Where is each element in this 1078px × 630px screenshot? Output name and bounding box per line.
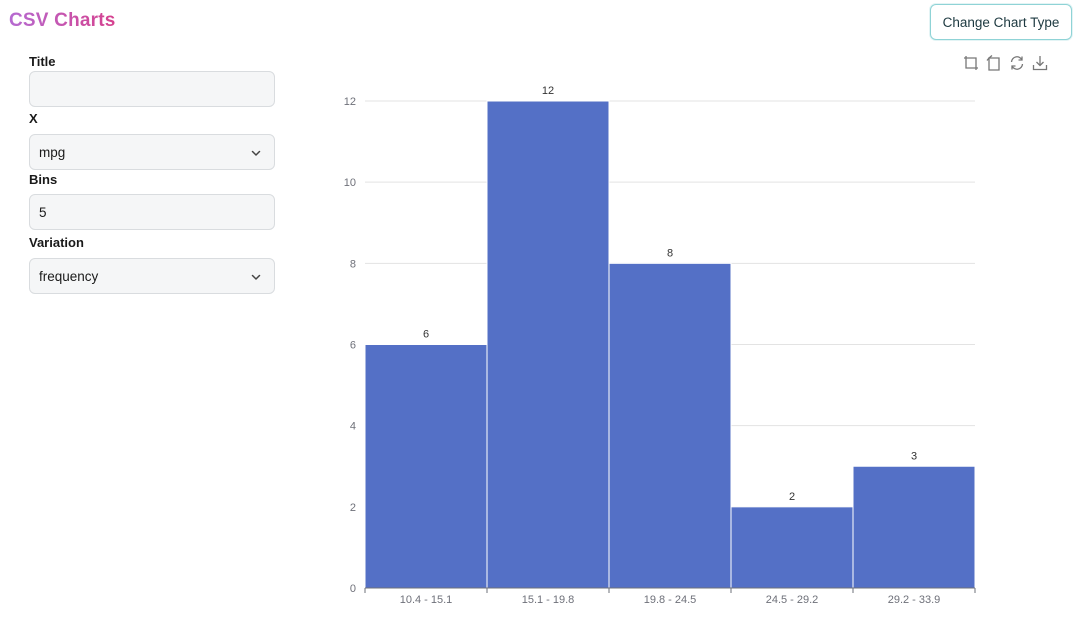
histogram-bar xyxy=(852,465,976,589)
x-select[interactable]: mpg xyxy=(29,134,275,170)
variation-select-value: frequency xyxy=(39,268,99,284)
variation-select[interactable]: frequency xyxy=(29,258,275,294)
histogram-bar xyxy=(364,344,488,589)
download-icon[interactable] xyxy=(1031,54,1049,72)
x-label: X xyxy=(29,111,38,126)
x-tick-label: 29.2 - 33.9 xyxy=(888,594,941,606)
histogram-bar xyxy=(486,100,610,589)
y-tick-label: 6 xyxy=(350,340,356,352)
chart-toolbar xyxy=(962,54,1052,74)
x-select-value: mpg xyxy=(39,144,66,160)
x-axis: 10.4 - 15.1 15.1 - 19.8 19.8 - 24.5 24.5 - … xyxy=(364,587,976,606)
chevron-down-icon xyxy=(251,150,261,156)
x-tick-label: 24.5 - 29.2 xyxy=(766,594,819,606)
y-tick-label: 2 xyxy=(350,502,356,514)
title-input[interactable] xyxy=(29,71,275,107)
bar-series xyxy=(364,100,976,589)
bins-input[interactable]: 5 xyxy=(29,194,275,230)
y-axis-ticks: 0 2 4 6 8 10 12 xyxy=(344,96,356,595)
zoom-reset-icon[interactable] xyxy=(985,54,1003,72)
y-tick-label: 8 xyxy=(350,258,356,270)
variation-label: Variation xyxy=(29,235,84,250)
bar-data-label: 12 xyxy=(542,85,554,97)
restore-icon[interactable] xyxy=(1008,54,1026,72)
change-chart-type-button[interactable]: Change Chart Type xyxy=(930,4,1072,40)
zoom-in-icon[interactable] xyxy=(962,54,980,72)
app-title: CSV Charts xyxy=(9,10,116,31)
bar-data-label: 2 xyxy=(789,491,795,503)
y-tick-label: 12 xyxy=(344,96,356,108)
y-tick-label: 10 xyxy=(344,177,356,189)
title-label: Title xyxy=(29,54,56,69)
data-labels: 6 12 8 2 3 xyxy=(423,85,917,503)
bar-data-label: 3 xyxy=(911,450,917,462)
bar-data-label: 8 xyxy=(667,247,673,259)
histogram-bar xyxy=(730,506,854,589)
y-tick-label: 4 xyxy=(350,421,356,433)
x-tick-label: 10.4 - 15.1 xyxy=(400,594,453,606)
histogram-bar xyxy=(608,262,732,589)
chevron-down-icon xyxy=(251,274,261,280)
bins-label: Bins xyxy=(29,172,58,187)
y-tick-label: 0 xyxy=(350,583,356,595)
bar-data-label: 6 xyxy=(423,329,429,341)
x-tick-label: 15.1 - 19.8 xyxy=(522,594,575,606)
x-tick-label: 19.8 - 24.5 xyxy=(644,594,697,606)
